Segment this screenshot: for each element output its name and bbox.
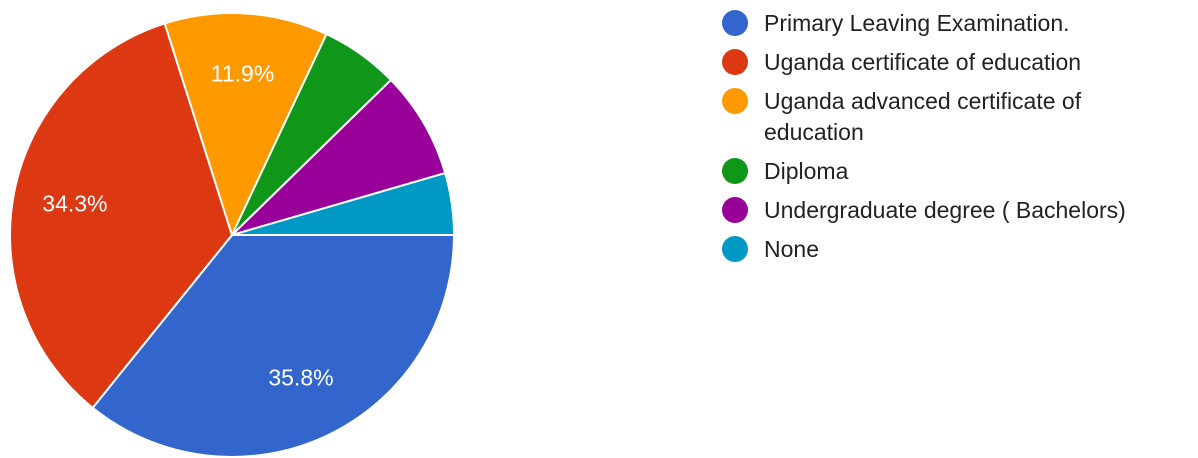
pie-slice — [231, 78, 447, 236]
legend-label: None — [764, 236, 819, 262]
legend-item: Uganda advanced certificate of education — [722, 86, 1162, 148]
legend-swatch — [722, 236, 748, 262]
data-label: 11.9% — [211, 61, 275, 87]
legend-label: Uganda advanced certificate of education — [764, 88, 1082, 145]
legend-swatch — [722, 158, 748, 184]
legend-item: Diploma — [722, 156, 1162, 187]
pie-slice — [91, 234, 456, 458]
legend-label: Undergraduate degree ( Bachelors) — [764, 197, 1126, 223]
pie-slice — [9, 22, 234, 410]
legend-item: Primary Leaving Examination. — [722, 8, 1162, 39]
legend-item: Undergraduate degree ( Bachelors) — [722, 195, 1162, 226]
pie-slice — [163, 12, 328, 238]
data-label: 34.3% — [42, 191, 107, 217]
pie-slice — [231, 171, 456, 236]
legend-label: Diploma — [764, 158, 849, 184]
legend: Primary Leaving Examination. Uganda certi… — [722, 8, 1162, 273]
legend-item: None — [722, 234, 1162, 265]
legend-swatch — [722, 88, 748, 114]
legend-label: Primary Leaving Examination. — [764, 10, 1070, 36]
legend-item: Uganda certificate of education — [722, 47, 1162, 78]
data-label: 35.8% — [268, 364, 333, 390]
legend-swatch — [722, 49, 748, 75]
pie-area: 35.8% 34.3% 11.9% — [9, 12, 456, 458]
legend-swatch — [722, 197, 748, 223]
legend-swatch — [722, 10, 748, 36]
legend-label: Uganda certificate of education — [764, 49, 1082, 75]
